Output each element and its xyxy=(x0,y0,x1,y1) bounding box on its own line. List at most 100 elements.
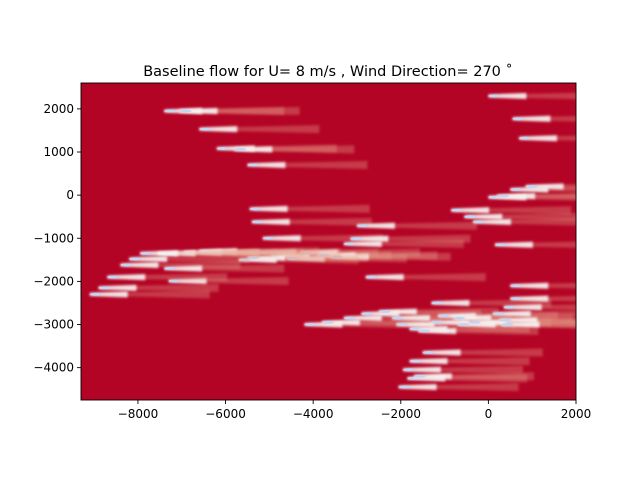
turbine-wake xyxy=(492,310,576,317)
wake-plume xyxy=(247,160,368,169)
turbine-wake xyxy=(418,326,539,335)
y-tick-label: 1000 xyxy=(43,145,74,159)
wake-core xyxy=(457,323,470,326)
wake-near xyxy=(179,108,218,115)
wake-plume xyxy=(409,357,530,366)
wake-core xyxy=(431,301,444,305)
wake-plume xyxy=(179,107,300,116)
y-axis: 2000 1000 0 −1000 −2000 −3000 −4000 xyxy=(33,102,81,375)
x-tick-label: −2000 xyxy=(380,407,421,421)
wake-core xyxy=(343,242,356,246)
wake-near xyxy=(497,192,536,199)
wake-near xyxy=(510,295,549,302)
wake-plume xyxy=(431,298,552,307)
turbine-wake xyxy=(473,218,576,226)
turbine-wake xyxy=(503,304,576,311)
wake-core xyxy=(525,185,538,188)
wake-near xyxy=(473,218,512,225)
turbine-wake xyxy=(129,254,250,263)
turbine-wake xyxy=(497,192,576,200)
wake-near xyxy=(89,291,128,298)
wake-core xyxy=(503,305,516,309)
wake-core xyxy=(168,279,181,283)
wake-plume xyxy=(89,290,210,299)
wake-plume xyxy=(234,145,355,154)
wake-plume xyxy=(343,239,464,248)
wake-near xyxy=(356,222,395,229)
wake-core xyxy=(164,267,177,270)
turbine-wake xyxy=(350,234,471,243)
turbine-wake xyxy=(98,283,219,292)
wake-near xyxy=(343,315,382,322)
wake-near xyxy=(519,135,558,142)
wake-plume xyxy=(107,273,228,282)
wake-core xyxy=(497,194,510,198)
turbine-wake xyxy=(413,372,534,381)
wake-core xyxy=(321,320,334,324)
wake-near xyxy=(453,315,492,322)
wake-core xyxy=(510,188,523,191)
y-tick-label: −3000 xyxy=(33,318,74,332)
wake-near xyxy=(392,315,431,322)
wake-core xyxy=(140,251,153,255)
y-tick-label: −4000 xyxy=(33,361,74,375)
wake-core xyxy=(378,310,391,313)
wake-near xyxy=(494,241,533,248)
turbine-wake xyxy=(464,212,576,221)
wake-plume xyxy=(473,218,576,226)
wake-core xyxy=(451,208,464,212)
wake-near xyxy=(501,321,540,328)
wake-core xyxy=(179,109,192,113)
wake-near xyxy=(343,240,382,247)
turbine-wake xyxy=(525,183,576,190)
wake-core xyxy=(164,109,177,113)
wake-near xyxy=(413,373,452,380)
wake-core xyxy=(499,318,512,322)
wake-plume xyxy=(365,273,486,282)
wake-plume xyxy=(422,348,543,357)
wake-core xyxy=(129,257,142,261)
wake-near xyxy=(468,319,507,326)
turbine-wake xyxy=(365,273,486,282)
turbine-wake xyxy=(164,264,285,273)
wake-core xyxy=(510,284,523,288)
wake-core xyxy=(473,220,486,224)
wake-core xyxy=(438,314,451,318)
wake-core xyxy=(413,374,426,378)
turbine-wake xyxy=(510,282,576,289)
wake-plume xyxy=(330,252,451,261)
wake-core xyxy=(251,220,264,224)
wake-plume xyxy=(98,283,219,292)
wake-near xyxy=(107,274,146,281)
wake-core xyxy=(402,368,415,372)
wake-near xyxy=(492,310,531,317)
wake-core xyxy=(350,237,363,241)
turbine-wake xyxy=(89,290,210,299)
wake-near xyxy=(378,308,417,315)
wake-core xyxy=(361,312,374,316)
wake-near xyxy=(199,126,238,133)
wake-near xyxy=(422,349,461,356)
wake-core xyxy=(249,207,262,211)
wake-core xyxy=(392,316,405,320)
turbine-wake xyxy=(398,383,519,392)
wake-core xyxy=(409,359,422,363)
wake-core xyxy=(501,323,514,326)
wake-core xyxy=(488,94,501,98)
wake-plume xyxy=(350,234,471,243)
turbine-wake xyxy=(234,145,355,154)
turbine-wake xyxy=(512,115,576,122)
wake-plume xyxy=(164,264,285,273)
turbine-wake xyxy=(107,273,228,282)
turbine-wake xyxy=(356,221,477,230)
wake-layer xyxy=(89,92,576,392)
wake-plume xyxy=(249,204,370,213)
wake-core xyxy=(512,117,525,121)
turbine-wake xyxy=(451,206,572,215)
wake-near xyxy=(451,207,490,214)
wake-plume xyxy=(140,249,261,258)
wake-near xyxy=(164,265,203,272)
x-tick-label: −6000 xyxy=(205,407,246,421)
wake-near xyxy=(365,274,404,281)
